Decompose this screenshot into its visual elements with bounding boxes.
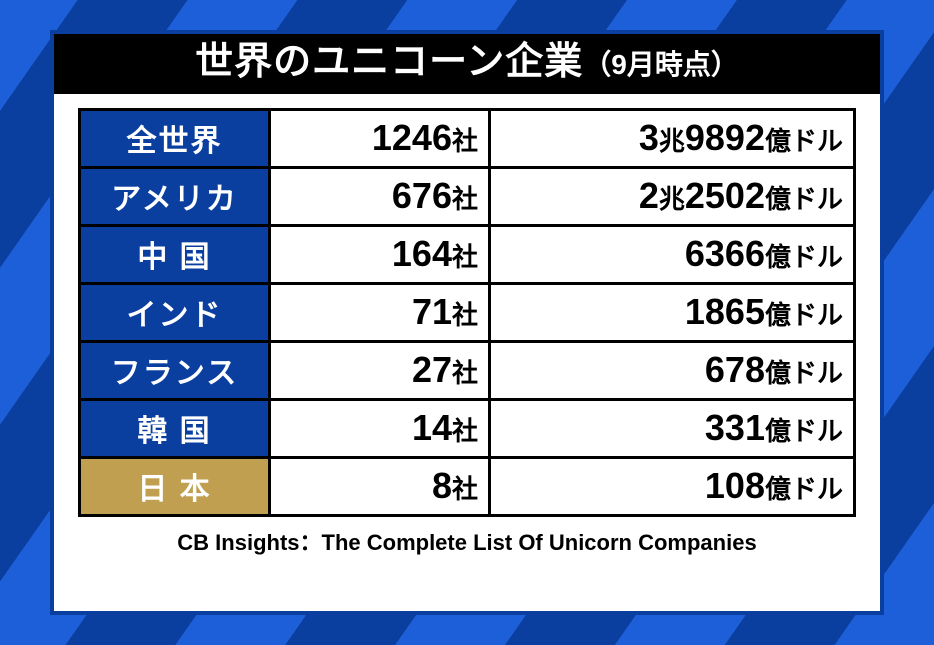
row-value: 108億ドル xyxy=(490,457,855,515)
value-small-unit: 億ドル xyxy=(765,242,843,272)
value-small-number: 108 xyxy=(705,465,765,506)
count-number: 1246 xyxy=(372,117,452,158)
count-unit: 社 xyxy=(452,300,478,330)
row-label: 中 国 xyxy=(80,225,270,283)
table-row: アメリカ676社2兆2502億ドル xyxy=(80,167,855,225)
value-small-unit: 億ドル xyxy=(765,474,843,504)
value-small-number: 2502 xyxy=(685,175,765,216)
row-label: アメリカ xyxy=(80,167,270,225)
row-label: 全世界 xyxy=(80,109,270,167)
count-unit: 社 xyxy=(452,358,478,388)
value-small-number: 9892 xyxy=(685,117,765,158)
table-row: 日 本8社108億ドル xyxy=(80,457,855,515)
table-row: 韓 国14社331億ドル xyxy=(80,399,855,457)
row-value: 6366億ドル xyxy=(490,225,855,283)
row-count: 676社 xyxy=(270,167,490,225)
count-number: 8 xyxy=(432,465,452,506)
value-small-unit: 億ドル xyxy=(765,184,843,214)
title-sub: （9月時点） xyxy=(583,49,739,80)
row-count: 14社 xyxy=(270,399,490,457)
row-count: 1246社 xyxy=(270,109,490,167)
source-text: CB Insights：The Complete List Of Unicorn… xyxy=(78,517,856,561)
value-small-unit: 億ドル xyxy=(765,126,843,156)
title-main: 世界のユニコーン企業 xyxy=(195,41,583,83)
table-row: インド71社1865億ドル xyxy=(80,283,855,341)
count-number: 71 xyxy=(412,291,452,332)
table-wrap: 全世界1246社3兆9892億ドルアメリカ676社2兆2502億ドル中 国164… xyxy=(54,94,880,611)
count-number: 27 xyxy=(412,349,452,390)
row-value: 678億ドル xyxy=(490,341,855,399)
value-small-unit: 億ドル xyxy=(765,416,843,446)
value-small-number: 1865 xyxy=(685,291,765,332)
table-row: 全世界1246社3兆9892億ドル xyxy=(80,109,855,167)
value-small-unit: 億ドル xyxy=(765,358,843,388)
row-count: 27社 xyxy=(270,341,490,399)
value-big-number: 3 xyxy=(639,117,659,158)
count-unit: 社 xyxy=(452,416,478,446)
value-small-unit: 億ドル xyxy=(765,300,843,330)
unicorn-table: 全世界1246社3兆9892億ドルアメリカ676社2兆2502億ドル中 国164… xyxy=(78,108,856,517)
row-count: 8社 xyxy=(270,457,490,515)
count-unit: 社 xyxy=(452,126,478,156)
count-unit: 社 xyxy=(452,242,478,272)
row-count: 71社 xyxy=(270,283,490,341)
value-big-unit: 兆 xyxy=(659,184,685,214)
row-value: 1865億ドル xyxy=(490,283,855,341)
row-label: インド xyxy=(80,283,270,341)
value-small-number: 6366 xyxy=(685,233,765,274)
count-unit: 社 xyxy=(452,184,478,214)
value-small-number: 678 xyxy=(705,349,765,390)
value-big-number: 2 xyxy=(639,175,659,216)
count-unit: 社 xyxy=(452,474,478,504)
content-panel: 世界のユニコーン企業（9月時点） 全世界1246社3兆9892億ドルアメリカ67… xyxy=(50,30,884,615)
row-label: 韓 国 xyxy=(80,399,270,457)
count-number: 164 xyxy=(392,233,452,274)
count-number: 14 xyxy=(412,407,452,448)
row-value: 3兆9892億ドル xyxy=(490,109,855,167)
table-row: フランス27社678億ドル xyxy=(80,341,855,399)
value-big-unit: 兆 xyxy=(659,126,685,156)
row-label: フランス xyxy=(80,341,270,399)
count-number: 676 xyxy=(392,175,452,216)
row-value: 2兆2502億ドル xyxy=(490,167,855,225)
title-bar: 世界のユニコーン企業（9月時点） xyxy=(54,34,880,94)
value-small-number: 331 xyxy=(705,407,765,448)
row-label: 日 本 xyxy=(80,457,270,515)
table-row: 中 国164社6366億ドル xyxy=(80,225,855,283)
row-value: 331億ドル xyxy=(490,399,855,457)
row-count: 164社 xyxy=(270,225,490,283)
